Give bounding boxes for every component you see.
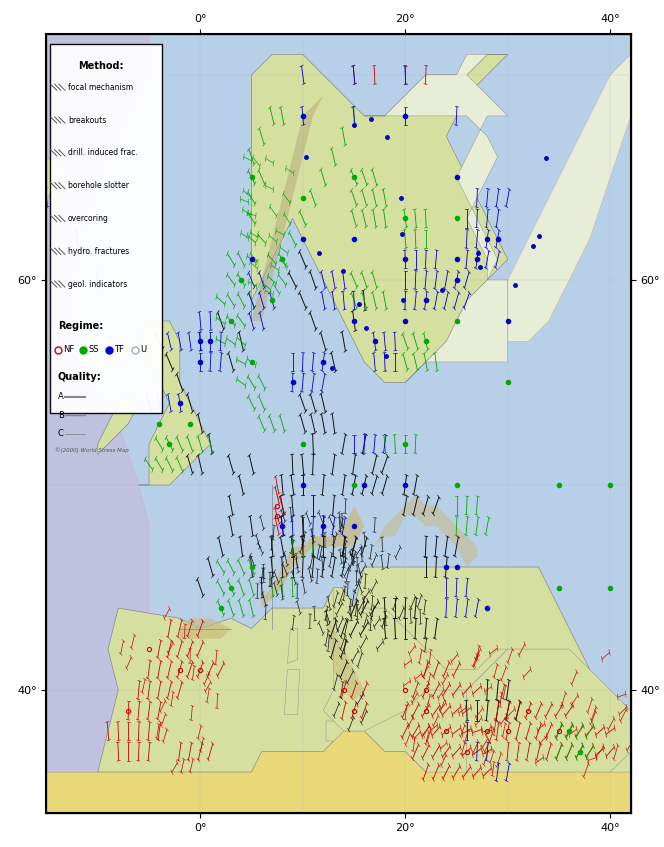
Text: focal mechanism: focal mechanism: [68, 83, 133, 91]
Text: ©(2000) World Stress Map: ©(2000) World Stress Map: [54, 447, 128, 453]
Polygon shape: [288, 628, 297, 663]
Text: NF: NF: [63, 346, 74, 354]
Text: Quality:: Quality:: [58, 372, 102, 382]
Polygon shape: [365, 54, 508, 383]
Polygon shape: [508, 54, 631, 341]
Polygon shape: [467, 649, 631, 772]
Text: A: A: [58, 392, 64, 401]
Polygon shape: [0, 157, 67, 219]
Text: overcoring: overcoring: [68, 214, 109, 223]
Polygon shape: [139, 321, 210, 485]
Text: Regime:: Regime:: [58, 321, 103, 331]
Polygon shape: [252, 54, 508, 383]
Polygon shape: [180, 618, 231, 639]
Text: hydro. fractures: hydro. fractures: [68, 246, 129, 256]
Text: SS: SS: [88, 346, 99, 354]
Text: drill. induced frac.: drill. induced frac.: [68, 148, 137, 158]
Polygon shape: [98, 393, 139, 454]
Polygon shape: [262, 506, 365, 608]
Polygon shape: [374, 495, 477, 567]
Polygon shape: [46, 34, 149, 813]
Polygon shape: [326, 721, 361, 741]
Text: breakouts: breakouts: [68, 115, 106, 125]
Bar: [50, 44, 162, 413]
Text: geol. indicators: geol. indicators: [68, 280, 127, 289]
Text: Method:: Method:: [78, 60, 124, 70]
Text: B: B: [58, 411, 64, 420]
Polygon shape: [252, 96, 323, 321]
Polygon shape: [46, 731, 631, 813]
Text: borehole slotter: borehole slotter: [68, 181, 129, 190]
Text: TF: TF: [114, 346, 124, 354]
Text: U: U: [139, 346, 146, 354]
Polygon shape: [323, 588, 508, 731]
Text: C: C: [58, 429, 64, 438]
Polygon shape: [98, 567, 631, 793]
Polygon shape: [323, 608, 365, 700]
Polygon shape: [284, 670, 299, 715]
